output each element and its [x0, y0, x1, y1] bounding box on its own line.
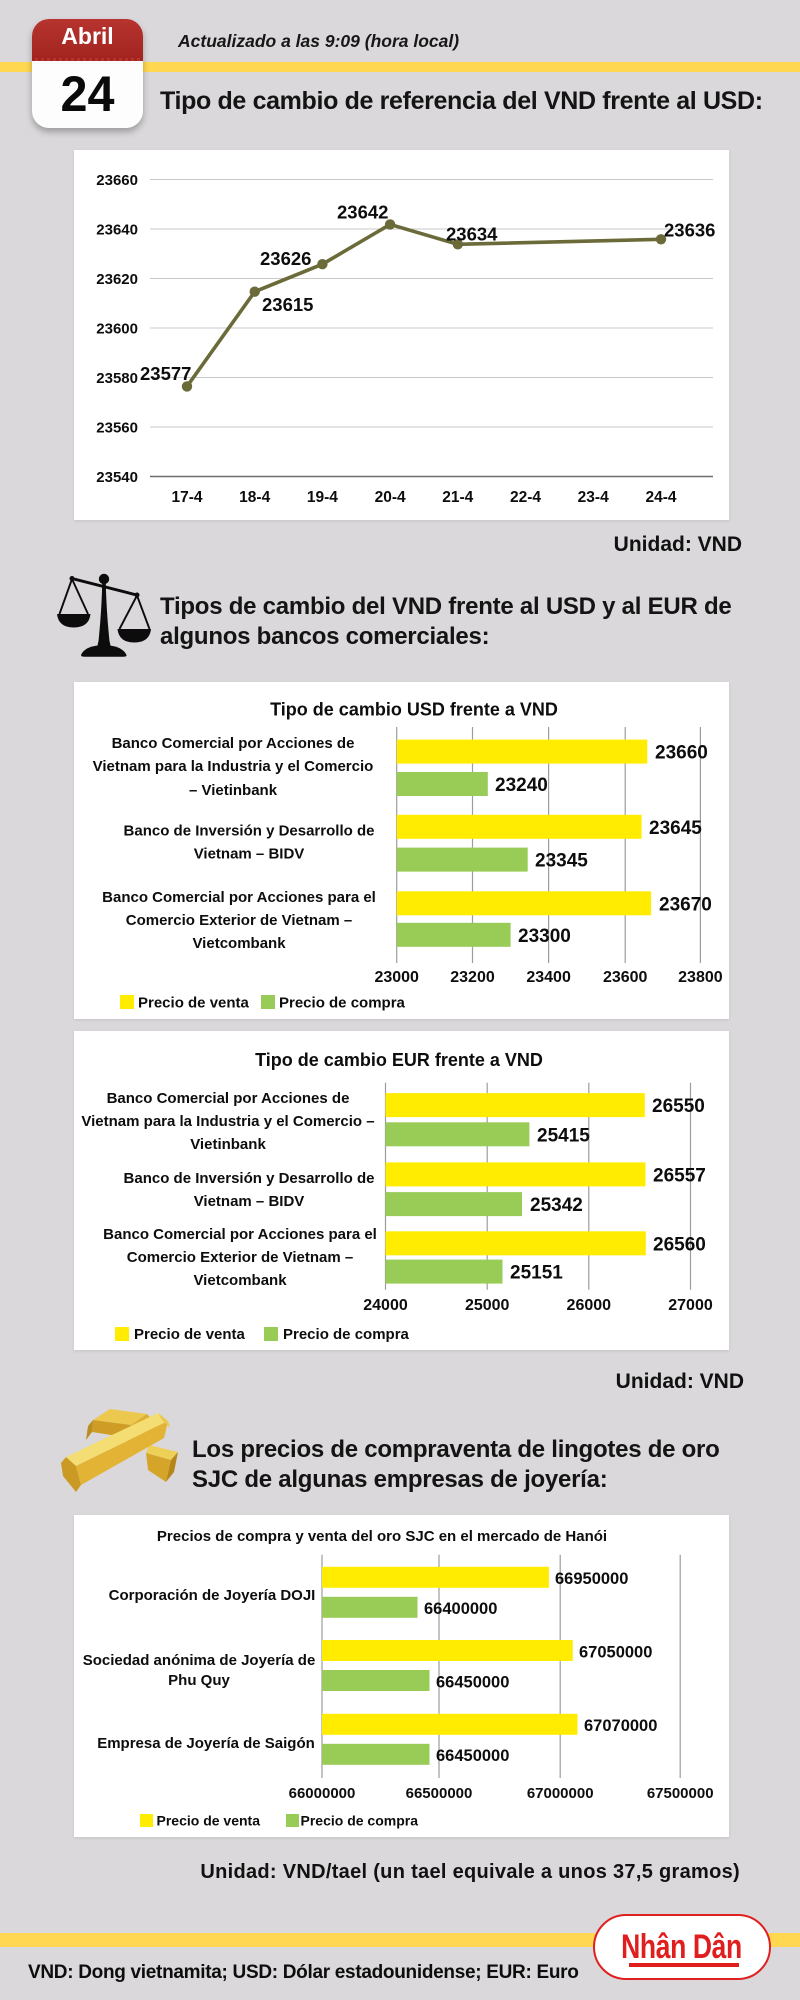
svg-text:23540: 23540 — [96, 469, 138, 486]
svg-text:– Vietinbank: – Vietinbank — [189, 782, 278, 799]
svg-text:66450000: 66450000 — [436, 1673, 509, 1691]
svg-text:Precio de compra: Precio de compra — [301, 1813, 419, 1829]
svg-text:Vietcombank: Vietcombank — [193, 1272, 287, 1289]
svg-text:23000: 23000 — [374, 969, 419, 986]
svg-text:23660: 23660 — [96, 172, 138, 189]
svg-text:Tipo de cambio EUR frente a VN: Tipo de cambio EUR frente a VND — [255, 1050, 543, 1070]
svg-text:23400: 23400 — [526, 969, 571, 986]
svg-text:23600: 23600 — [603, 969, 648, 986]
svg-text:19-4: 19-4 — [307, 489, 338, 506]
svg-text:23-4: 23-4 — [578, 489, 609, 506]
svg-text:23345: 23345 — [535, 851, 588, 872]
svg-text:Sociedad anónima de Joyería de: Sociedad anónima de Joyería de — [83, 1652, 316, 1669]
svg-text:Corporación de Joyería DOJI: Corporación de Joyería DOJI — [109, 1587, 316, 1604]
svg-text:66950000: 66950000 — [555, 1570, 628, 1588]
svg-text:Banco Comercial por Acciones d: Banco Comercial por Acciones de — [112, 735, 355, 752]
svg-text:23580: 23580 — [96, 370, 138, 387]
svg-text:23642: 23642 — [337, 202, 388, 223]
svg-text:26557: 26557 — [653, 1165, 706, 1186]
svg-text:Precio de compra: Precio de compra — [283, 1326, 410, 1343]
svg-text:18-4: 18-4 — [239, 489, 270, 506]
svg-text:23615: 23615 — [262, 294, 313, 315]
svg-text:27000: 27000 — [668, 1297, 713, 1314]
svg-text:Vietnam para la Industria y el: Vietnam para la Industria y el Comercio … — [81, 1113, 374, 1130]
svg-text:Banco de Inversión y Desarroll: Banco de Inversión y Desarrollo de — [124, 1170, 375, 1187]
svg-text:Precios de compra y venta del: Precios de compra y venta del oro SJC en… — [157, 1528, 607, 1545]
svg-text:23577: 23577 — [140, 363, 191, 384]
svg-text:23645: 23645 — [649, 818, 702, 839]
svg-text:Banco de Inversión y Desarroll: Banco de Inversión y Desarrollo de — [124, 823, 375, 840]
svg-text:23300: 23300 — [518, 926, 571, 947]
svg-text:26550: 26550 — [652, 1096, 705, 1117]
svg-text:25342: 25342 — [530, 1195, 583, 1216]
svg-text:23634: 23634 — [446, 224, 498, 245]
svg-text:23670: 23670 — [659, 894, 712, 915]
svg-text:25151: 25151 — [510, 1263, 563, 1284]
svg-text:23626: 23626 — [260, 248, 311, 269]
svg-text:25415: 25415 — [537, 1125, 590, 1146]
svg-text:Precio de compra: Precio de compra — [279, 995, 406, 1012]
svg-text:Vietinbank: Vietinbank — [190, 1136, 266, 1153]
svg-text:23640: 23640 — [96, 222, 138, 239]
svg-text:23800: 23800 — [678, 969, 723, 986]
svg-text:Vietnam – BIDV: Vietnam – BIDV — [194, 1193, 305, 1210]
svg-text:Banco Comercial por Acciones p: Banco Comercial por Acciones para el — [102, 889, 376, 906]
svg-text:20-4: 20-4 — [375, 489, 406, 506]
svg-text:24-4: 24-4 — [645, 489, 676, 506]
svg-text:Banco Comercial por Acciones p: Banco Comercial por Acciones para el — [103, 1226, 377, 1243]
svg-text:23660: 23660 — [655, 743, 708, 764]
svg-text:21-4: 21-4 — [442, 489, 473, 506]
svg-text:26560: 26560 — [653, 1234, 706, 1255]
svg-text:Precio de venta: Precio de venta — [134, 1326, 246, 1343]
svg-text:Tipo de cambio USD frente a VN: Tipo de cambio USD frente a VND — [270, 700, 558, 720]
svg-text:23600: 23600 — [96, 321, 138, 338]
svg-text:67070000: 67070000 — [584, 1717, 657, 1735]
svg-text:23620: 23620 — [96, 271, 138, 288]
svg-text:25000: 25000 — [465, 1297, 510, 1314]
svg-text:Vietcombank: Vietcombank — [192, 935, 286, 952]
svg-text:22-4: 22-4 — [510, 489, 541, 506]
svg-text:Precio de venta: Precio de venta — [157, 1813, 261, 1829]
svg-text:66000000: 66000000 — [289, 1785, 356, 1802]
svg-text:Phu Quy: Phu Quy — [168, 1672, 230, 1689]
svg-text:Empresa de Joyería de Saigón: Empresa de Joyería de Saigón — [97, 1735, 315, 1752]
svg-text:24000: 24000 — [363, 1297, 408, 1314]
svg-text:26000: 26000 — [567, 1297, 612, 1314]
svg-text:Vietnam – BIDV: Vietnam – BIDV — [194, 846, 305, 863]
svg-text:23560: 23560 — [96, 420, 138, 437]
svg-text:23200: 23200 — [450, 969, 495, 986]
svg-text:66400000: 66400000 — [424, 1600, 497, 1618]
svg-text:67000000: 67000000 — [527, 1785, 594, 1802]
svg-text:67500000: 67500000 — [647, 1785, 714, 1802]
svg-text:Vietnam para la Industria y el: Vietnam para la Industria y el Comercio — [93, 758, 374, 775]
svg-text:66450000: 66450000 — [436, 1747, 509, 1765]
svg-text:17-4: 17-4 — [171, 489, 202, 506]
svg-text:Comercio Exterior de Vietnam –: Comercio Exterior de Vietnam – — [126, 912, 352, 929]
svg-text:Banco Comercial por Acciones d: Banco Comercial por Acciones de — [107, 1090, 350, 1107]
svg-text:Precio de venta: Precio de venta — [138, 995, 250, 1012]
svg-text:23240: 23240 — [495, 775, 548, 796]
svg-text:23636: 23636 — [664, 220, 715, 241]
svg-text:66500000: 66500000 — [406, 1785, 473, 1802]
svg-text:Comercio Exterior de Vietnam –: Comercio Exterior de Vietnam – — [127, 1249, 353, 1266]
svg-text:67050000: 67050000 — [579, 1643, 652, 1661]
